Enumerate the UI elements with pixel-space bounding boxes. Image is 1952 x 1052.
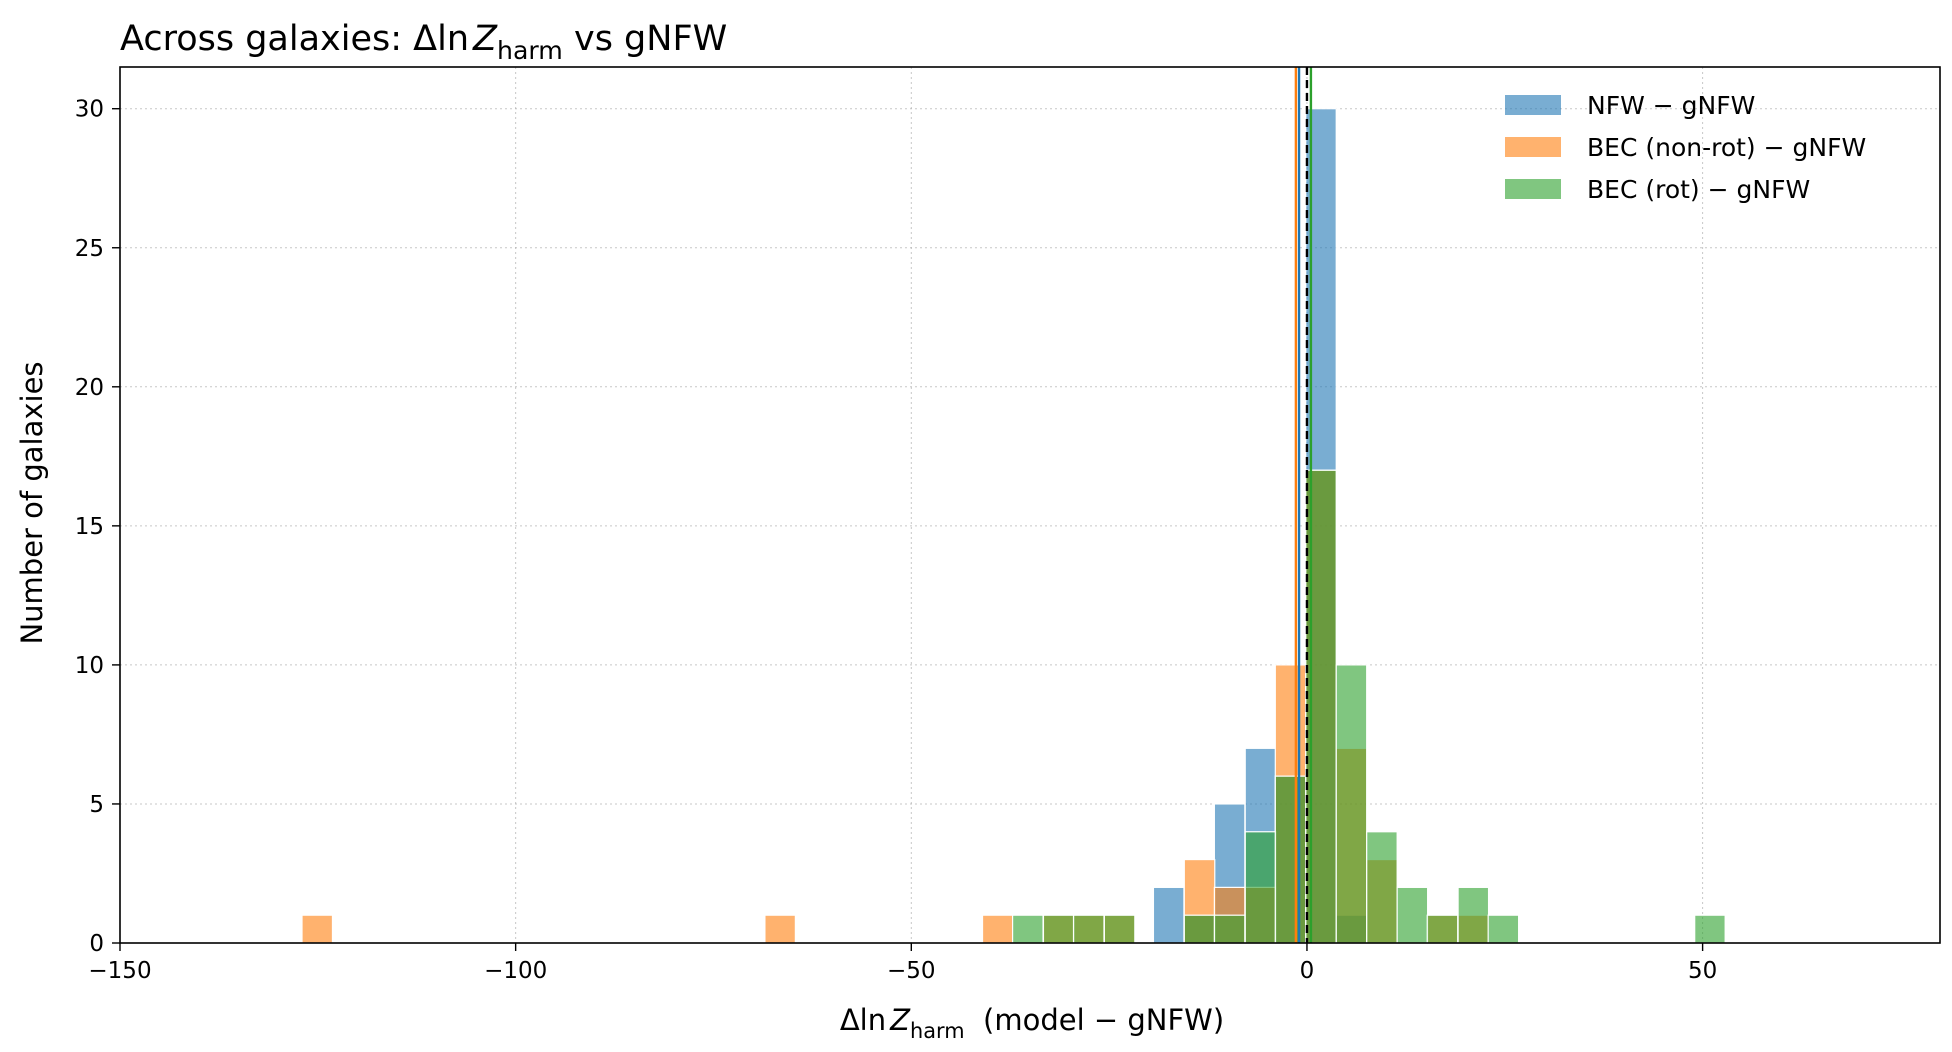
histogram-bar-series-3 [1396,886,1429,944]
histogram-bar-series-3 [1103,914,1136,944]
histogram-bar-series-3 [1335,664,1368,944]
histogram-bar-series-3 [1213,914,1246,944]
y-tick-label: 20 [75,375,104,401]
legend-label: BEC (non-rot) − gNFW [1587,133,1866,162]
histogram-bar-series-3 [1366,831,1398,944]
y-tick-label: 15 [75,514,104,540]
histogram-bar-series-2 [981,914,1014,944]
y-tick-label: 0 [89,931,104,957]
histogram-bar-series-3 [1072,914,1105,944]
y-tick-label: 5 [89,792,104,818]
histogram-bar-series-2 [764,914,796,944]
chart-title: Across galaxies: Δln Zharm vs gNFW [120,19,727,65]
legend-swatch-series-1 [1505,95,1561,115]
x-axis-label: Δln Zharm (model − gNFW) [840,1003,1224,1043]
histogram-bar-series-2 [301,914,334,944]
x-tick-label: −50 [887,958,936,984]
histogram-bar-series-3 [1042,914,1075,944]
x-tick-label: −100 [484,958,547,984]
histogram-bar-series-3 [1487,914,1520,944]
legend-swatch-series-3 [1505,179,1561,199]
histogram-bar-series-3 [1694,914,1726,944]
histogram-bar-series-3 [1183,914,1216,944]
histogram-bar-series-3 [1426,914,1459,944]
y-tick-label: 10 [75,653,104,679]
y-tick-label: 25 [75,236,104,262]
x-tick-label: 0 [1300,958,1315,984]
legend-swatch-series-2 [1505,137,1561,157]
legend-label: NFW − gNFW [1587,91,1755,120]
plot-frame [119,66,1941,944]
x-tick-label: 50 [1688,958,1717,984]
histogram-bar-series-1 [1152,886,1185,944]
legend-label: BEC (rot) − gNFW [1587,175,1810,204]
histogram-bar-series-3 [1457,886,1490,944]
axis-ticks: −150 −100 −50 0 50 0 5 10 15 20 25 30 [75,97,1718,984]
y-axis-label: Number of galaxies [15,361,49,644]
histogram-bar-series-3 [1011,914,1044,944]
histogram-bar-series-3 [1274,775,1307,944]
vertical-reference-lines [1294,67,1313,943]
y-tick-label: 30 [75,97,104,123]
histogram-bar-series-3 [1244,831,1277,944]
legend: NFW − gNFW BEC (non-rot) − gNFW BEC (rot) … [1505,91,1866,204]
x-tick-label: −150 [88,958,151,984]
